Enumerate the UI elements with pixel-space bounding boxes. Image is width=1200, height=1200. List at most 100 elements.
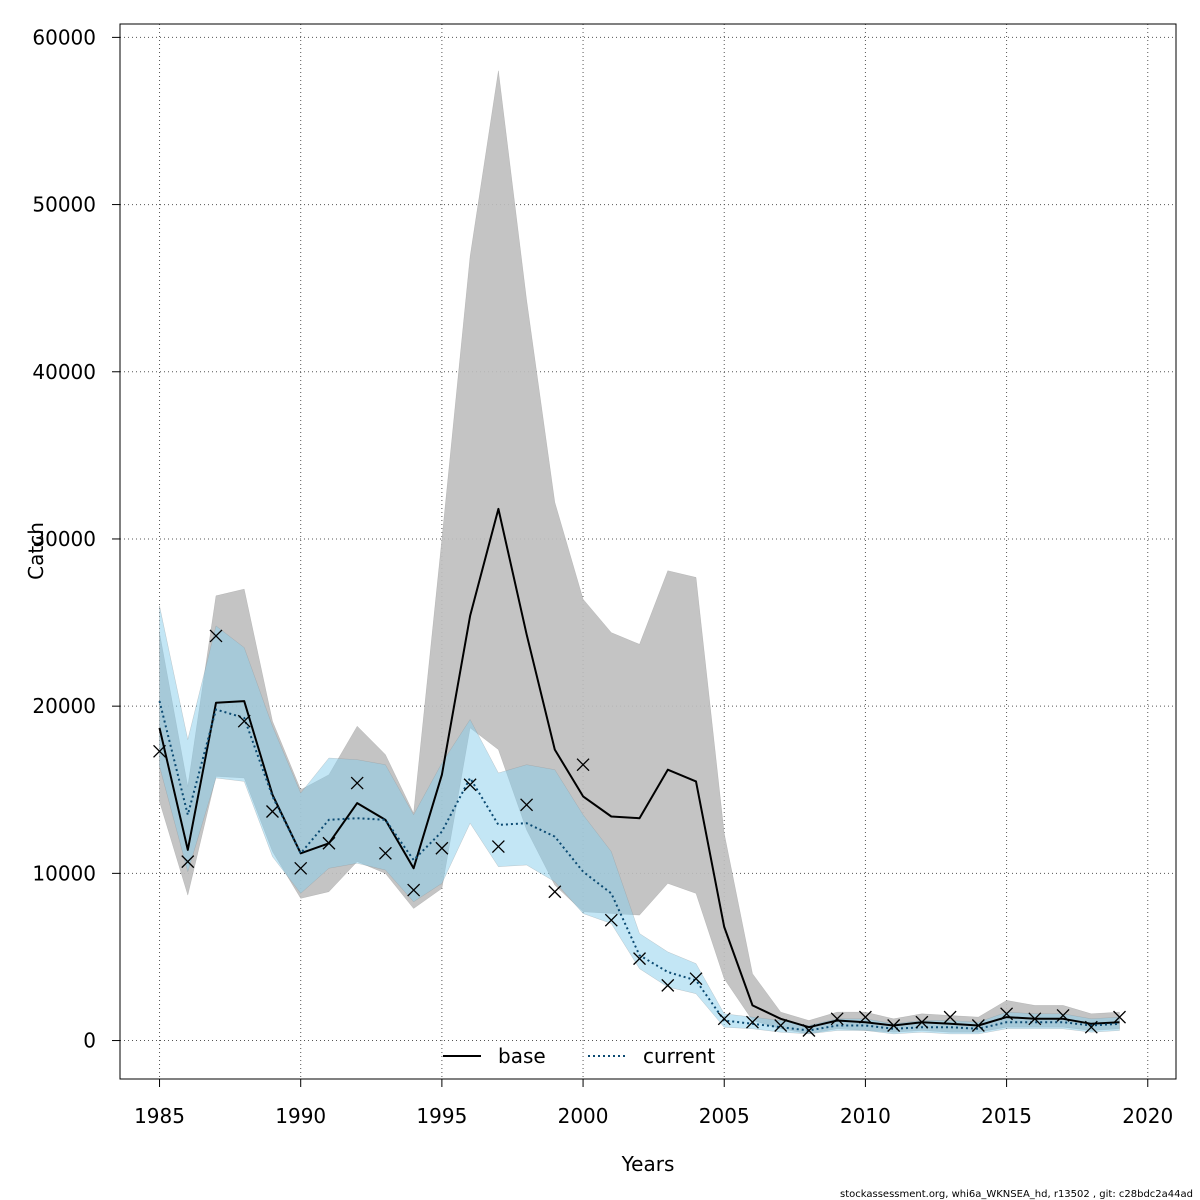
- x-tick-label: 2000: [558, 1104, 609, 1128]
- x-tick-label: 2005: [699, 1104, 750, 1128]
- observed-point: [802, 1024, 816, 1037]
- y-tick-label: 20000: [32, 694, 96, 718]
- x-tick-label: 1990: [275, 1104, 326, 1128]
- y-tick-label: 0: [83, 1029, 96, 1053]
- observed-point: [1113, 1010, 1126, 1024]
- series-lines: [158, 507, 1120, 1032]
- line-base: [158, 507, 1120, 1029]
- observed-point: [463, 778, 477, 792]
- observed-point: [633, 952, 646, 966]
- observed-point: [576, 758, 590, 772]
- observed-point: [322, 836, 336, 850]
- legend: base current: [443, 1044, 715, 1068]
- observed-point-stroke: [378, 846, 392, 860]
- observed-point: [604, 913, 618, 927]
- observed-point: [915, 1015, 929, 1029]
- observed-point-stroke: [858, 1010, 872, 1024]
- observed-point: [294, 861, 308, 875]
- axes: 1985 1990 1995 2000 2005 2010 2015 2020 0 10000 20…: [32, 25, 1173, 1128]
- observed-point-stroke: [774, 1019, 788, 1032]
- observed-point: [1028, 1012, 1042, 1026]
- observed-point: [407, 883, 421, 897]
- observed-point-stroke: [463, 778, 477, 792]
- x-tick-label: 1995: [416, 1104, 467, 1128]
- observed-point-stroke: [576, 758, 590, 772]
- observed-point: [830, 1012, 844, 1026]
- observed-point-stroke: [746, 1015, 759, 1029]
- band-current: [159, 605, 1120, 1035]
- observed-point-stroke: [943, 1010, 957, 1024]
- observed-point: [435, 841, 449, 855]
- observed-point: [1000, 1007, 1014, 1021]
- observed-point: [153, 744, 166, 758]
- observed-point: [858, 1010, 872, 1024]
- observed-points: [153, 629, 1126, 1037]
- plot-frame: [119, 23, 1177, 1080]
- observed-point-stroke: [491, 840, 505, 854]
- observed-point: [887, 1019, 901, 1032]
- observed-point-stroke: [689, 972, 703, 986]
- observed-point-stroke: [1028, 1012, 1042, 1026]
- x-tick-label: 1985: [134, 1104, 185, 1128]
- confidence-bands: [159, 70, 1120, 1035]
- legend-label-base: base: [498, 1044, 546, 1068]
- observed-point-stroke: [209, 629, 223, 643]
- y-tick-label: 40000: [32, 360, 96, 384]
- observed-point-stroke: [1056, 1009, 1070, 1022]
- observed-point: [746, 1015, 759, 1029]
- observed-point: [181, 855, 195, 869]
- observed-point-stroke: [830, 1012, 844, 1026]
- observed-point: [689, 972, 703, 986]
- observed-point: [717, 1012, 731, 1026]
- observed-point-stroke: [887, 1019, 901, 1032]
- y-axis-title: Catch: [24, 522, 48, 580]
- observed-point-stroke: [604, 913, 618, 927]
- line-current: [158, 700, 1120, 1032]
- observed-point-stroke: [1113, 1010, 1126, 1024]
- observed-point-stroke: [915, 1015, 929, 1029]
- x-tick-label: 2015: [981, 1104, 1032, 1128]
- x-tick-label: 2010: [840, 1104, 891, 1128]
- y-tick-label: 10000: [32, 861, 96, 885]
- observed-point-stroke: [520, 798, 534, 812]
- observed-point-stroke: [971, 1019, 985, 1032]
- observed-point-stroke: [435, 841, 449, 855]
- y-tick-label: 30000: [32, 527, 96, 551]
- y-tick-label: 60000: [32, 25, 96, 49]
- observed-point-stroke: [407, 883, 421, 897]
- observed-point-stroke: [717, 1012, 731, 1026]
- legend-label-current: current: [643, 1044, 715, 1068]
- observed-point-stroke: [1000, 1007, 1014, 1021]
- observed-point: [1084, 1020, 1098, 1034]
- observed-point: [378, 846, 392, 860]
- observed-point: [491, 840, 505, 854]
- observed-point: [350, 776, 364, 790]
- observed-point-stroke: [294, 861, 308, 875]
- observed-point: [943, 1010, 957, 1024]
- observed-point: [520, 798, 534, 812]
- observed-point-stroke: [1084, 1020, 1098, 1034]
- observed-point-stroke: [661, 978, 675, 992]
- observed-point: [971, 1019, 985, 1032]
- grid-layer: [120, 24, 1176, 1079]
- observed-point: [237, 714, 251, 728]
- observed-point-stroke: [237, 714, 251, 728]
- observed-point-stroke: [181, 855, 195, 869]
- observed-point-stroke: [802, 1024, 816, 1037]
- observed-point-stroke: [633, 952, 646, 966]
- observed-point: [209, 629, 223, 643]
- footer-credit: stockassessment.org, whi6a_WKNSEA_hd, r1…: [840, 1189, 1193, 1200]
- observed-point: [1056, 1009, 1070, 1022]
- observed-point: [661, 978, 675, 992]
- observed-point-stroke: [548, 885, 562, 899]
- observed-point-stroke: [322, 836, 336, 850]
- observed-point-stroke: [153, 744, 166, 758]
- observed-point: [774, 1019, 788, 1032]
- y-tick-label: 50000: [32, 193, 96, 217]
- observed-point: [266, 805, 279, 818]
- observed-point: [548, 885, 562, 899]
- observed-point-stroke: [266, 805, 279, 818]
- observed-point-stroke: [350, 776, 364, 790]
- x-axis-title: Years: [621, 1152, 675, 1176]
